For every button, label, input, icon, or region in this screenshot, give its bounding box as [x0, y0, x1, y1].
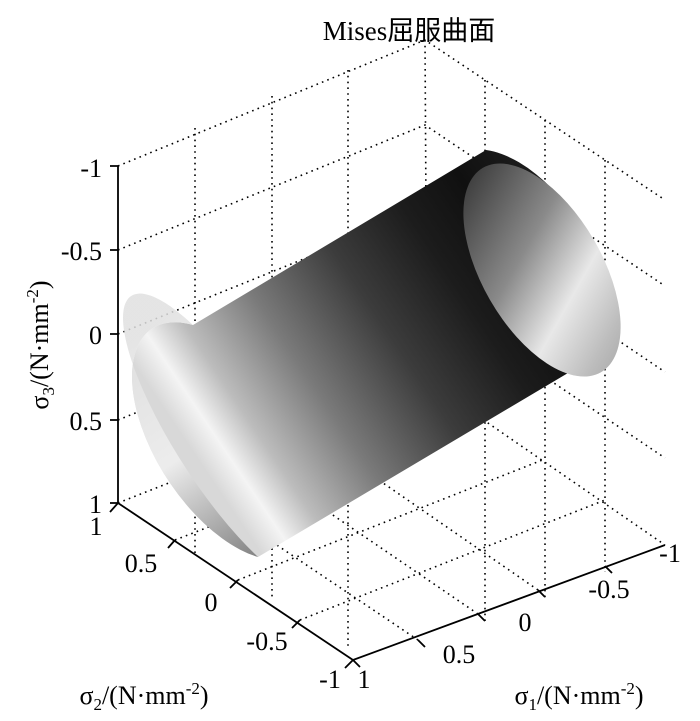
y-tick-label: 0 [205, 588, 218, 617]
z-tick-label: -0.5 [61, 237, 102, 266]
x-axis-label: σ1/(N·mm-2) [514, 679, 643, 714]
x-tick-label: -0.5 [588, 575, 629, 604]
z-tick-label: 0 [89, 321, 102, 350]
x-tick-label: 1 [358, 665, 371, 694]
x-tick-label: -1 [659, 539, 681, 568]
y-axis-label: σ2/(N·mm-2) [79, 679, 208, 714]
x-tick-labels: 1 0.5 0 -0.5 -1 [358, 539, 681, 694]
chart-title: Mises屈服曲面 [323, 16, 496, 46]
z-tick-labels: -1 -0.5 0 0.5 1 [61, 154, 102, 519]
x-tick-label: 0.5 [443, 640, 476, 669]
z-tick-label: 0.5 [70, 407, 103, 436]
y-tick-label: 1 [90, 512, 103, 541]
y-tick-label: -1 [319, 665, 341, 694]
y-tick-label: 0.5 [125, 549, 158, 578]
x-tick-label: 0 [519, 608, 532, 637]
z-axis-label: σ3/(N·mm-2) [23, 280, 58, 409]
mises-cylinder-surface [122, 150, 621, 557]
y-tick-label: -0.5 [246, 627, 287, 656]
z-tick-label: 1 [89, 490, 102, 519]
z-tick-label: -1 [80, 154, 102, 183]
axes-lines [109, 165, 666, 669]
y-tick-labels: 1 0.5 0 -0.5 -1 [90, 512, 341, 694]
